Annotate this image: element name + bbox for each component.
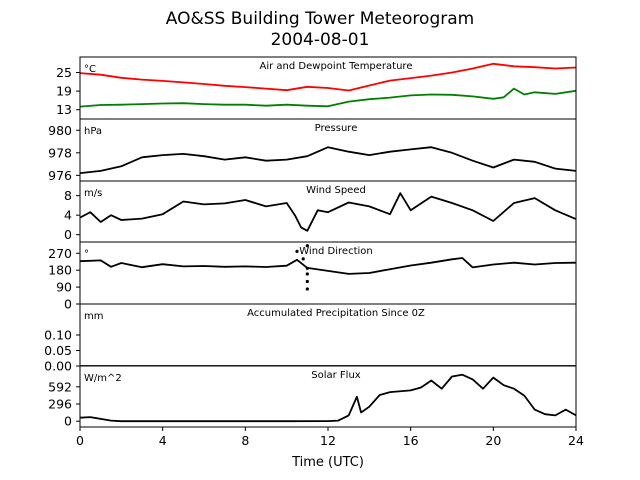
y-tick-label-pressure-0: 976: [48, 168, 72, 183]
panel-title-precipitation: Accumulated Precipitation Since 0Z: [247, 308, 425, 319]
panel-unit-pressure: hPa: [84, 126, 102, 137]
y-tick-label-wind_direction-1: 90: [56, 280, 72, 295]
panel-unit-temperature: °C: [84, 64, 96, 75]
x-tick-label-4: 16: [403, 433, 419, 448]
chart-subtitle: 2004-08-01: [271, 30, 370, 50]
chart-title: AO&SS Building Tower Meteorogram: [166, 9, 474, 29]
scatter-point-wind_direction-4: [305, 279, 309, 284]
series-line-pressure-0: [80, 146, 576, 174]
panel-unit-precipitation: mm: [84, 311, 103, 322]
series-line-solar_flux-0: [80, 373, 576, 423]
y-tick-label-wind_direction-2: 180: [48, 263, 72, 278]
scatter-point-wind_direction-6: [305, 266, 309, 270]
x-tick-label-6: 24: [568, 433, 584, 448]
y-tick-label-wind_direction-0: 0: [64, 297, 72, 312]
y-tick-label-solar_flux-1: 296: [48, 396, 72, 411]
series-line-wind_direction-0: [80, 257, 576, 275]
scatter-point-wind_direction-0: [295, 249, 299, 253]
y-tick-label-solar_flux-0: 0: [64, 414, 72, 429]
series-line-temperature-0: [80, 62, 576, 92]
x-tick-label-2: 8: [241, 433, 249, 448]
panel-title-pressure: Pressure: [315, 123, 358, 134]
panel-pressure: 976 978 980 Pressure hPa: [48, 118, 577, 183]
y-tick-label-precipitation-0: 0.00: [44, 359, 72, 374]
panel-title-wind_direction: Wind Direction: [299, 246, 373, 257]
scatter-point-wind_direction-2: [305, 244, 309, 248]
panel-title-solar_flux: Solar Flux: [311, 370, 361, 381]
panel-title-wind_speed: Wind Speed: [306, 185, 366, 196]
scatter-point-wind_direction-3: [305, 287, 309, 291]
x-tick-label-3: 12: [320, 433, 336, 448]
y-tick-label-precipitation-1: 0.05: [44, 343, 72, 358]
panel-precipitation: 0.000.050.10 Accumulated Precipitation Si…: [44, 303, 577, 374]
x-tick-label-0: 0: [76, 433, 84, 448]
y-tick-label-wind_speed-1: 4: [64, 208, 72, 223]
y-tick-label-wind_speed-0: 0: [64, 227, 72, 242]
panel-title-temperature: Air and Dewpoint Temperature: [260, 61, 413, 72]
panel-solar_flux: 0 296 592 Solar Flux W/m^2: [48, 365, 577, 429]
y-tick-label-precipitation-2: 0.10: [44, 328, 72, 343]
panel-temperature: 13 19 25 Air and Dewpoint Temperature °C: [56, 56, 577, 120]
y-tick-label-wind_speed-2: 8: [64, 188, 72, 203]
y-tick-label-temperature-1: 19: [56, 84, 72, 99]
y-tick-label-wind_direction-3: 270: [48, 246, 72, 261]
scatter-point-wind_direction-1: [301, 257, 305, 261]
panel-wind_speed: 0 4 8 Wind Speed m/s: [64, 180, 577, 243]
y-tick-label-pressure-2: 980: [48, 123, 72, 138]
x-axis-label: Time (UTC): [291, 455, 364, 470]
panel-wind_direction: 0 90 180 270 Wind Direction °: [48, 241, 577, 312]
scatter-point-wind_direction-5: [305, 272, 309, 276]
x-tick-label-1: 4: [159, 433, 167, 448]
panel-unit-solar_flux: W/m^2: [84, 373, 122, 384]
series-line-wind_speed-0: [80, 192, 576, 232]
x-tick-label-5: 20: [485, 433, 501, 448]
panel-unit-wind_direction: °: [84, 249, 89, 260]
series-line-temperature-1: [80, 87, 576, 108]
panel-unit-wind_speed: m/s: [84, 188, 102, 199]
y-tick-label-pressure-1: 978: [48, 145, 72, 160]
y-tick-label-solar_flux-2: 592: [48, 379, 72, 394]
y-tick-label-temperature-0: 13: [56, 102, 72, 117]
y-tick-label-temperature-2: 25: [56, 65, 72, 80]
